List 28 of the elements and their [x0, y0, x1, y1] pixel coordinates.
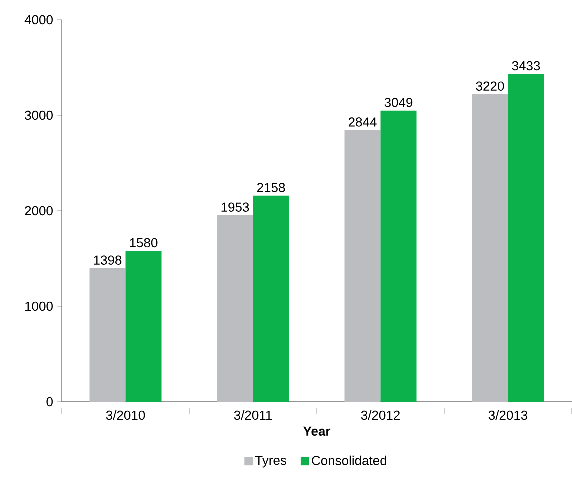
x-tick-label: 3/2010: [106, 410, 146, 420]
data-label: 1953: [222, 202, 250, 212]
bar: [253, 196, 290, 402]
bar: [90, 268, 126, 402]
bar: [344, 130, 381, 402]
x-axis-title: Year: [303, 426, 331, 436]
legend-label: Tyres: [255, 456, 286, 468]
x-tick-label: 3/2013: [488, 410, 528, 420]
y-tick-label: 1000: [26, 302, 53, 312]
legend-label: Consolidated: [312, 456, 387, 466]
bar: [508, 74, 544, 402]
data-label: 1580: [130, 238, 158, 248]
y-tick-label: 2000: [25, 206, 53, 216]
data-label: 2844: [348, 118, 377, 127]
bar: [217, 215, 254, 402]
data-label: 2158: [257, 183, 286, 192]
bar: [472, 94, 508, 402]
y-tick-label: 0: [46, 397, 53, 407]
x-tick-label: 3/2011: [234, 410, 272, 420]
x-tick-label: 3/2012: [361, 410, 400, 420]
bar: [126, 251, 162, 402]
data-label: 3049: [384, 98, 413, 108]
y-tick-label: 4000: [24, 15, 53, 25]
data-label: 3433: [512, 61, 540, 71]
bar: [380, 110, 417, 402]
y-tick-label: 3000: [25, 110, 53, 120]
data-label: 1398: [94, 256, 122, 265]
data-label: 3220: [476, 82, 504, 91]
